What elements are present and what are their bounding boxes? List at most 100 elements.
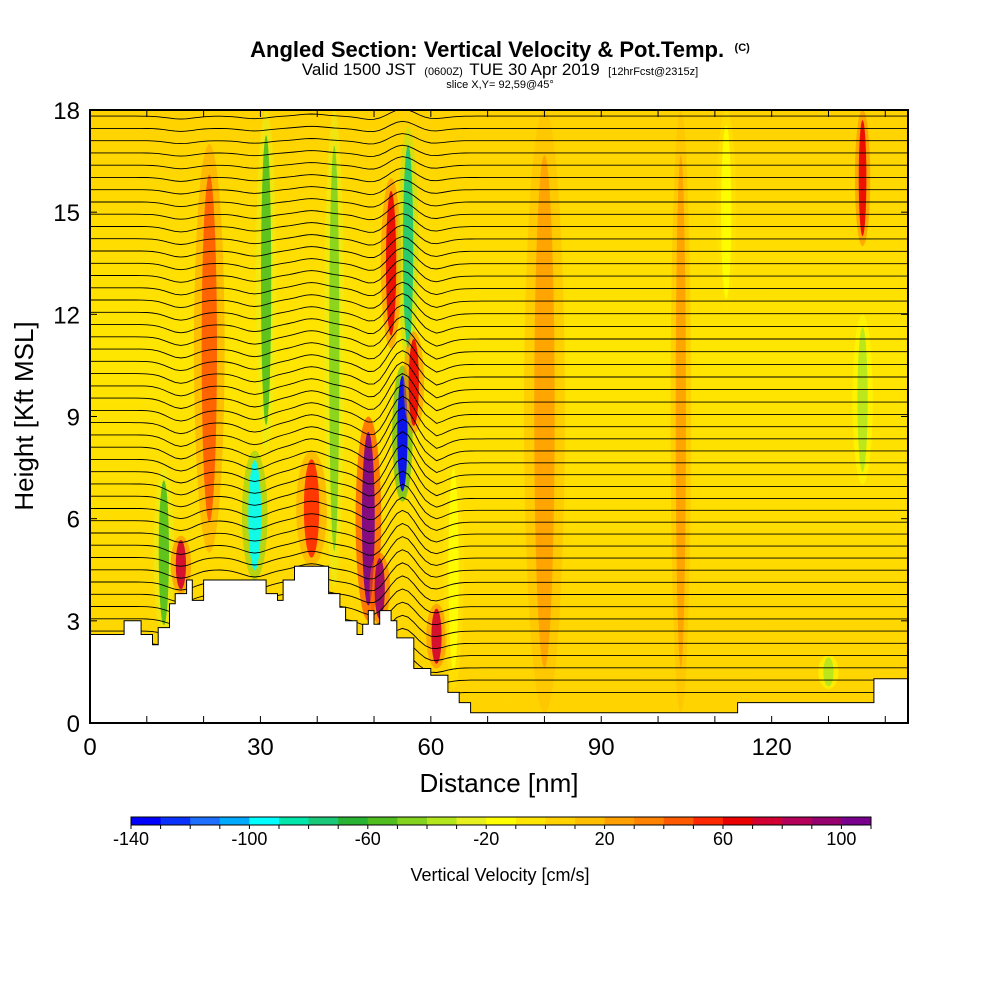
isentrope-line [90, 536, 908, 568]
colorbar-swatch [782, 817, 813, 825]
x-tick-label: 90 [588, 734, 615, 761]
isentrope-line [90, 156, 908, 170]
chart-subtitle: Valid 1500 JST (0600Z) TUE 30 Apr 2019 [… [302, 60, 698, 79]
colorbar-swatch [190, 817, 221, 825]
colorbar-swatch [515, 817, 546, 825]
x-axis-label: Distance [nm] [420, 768, 579, 798]
colorbar-swatch [604, 817, 635, 825]
colorbar-swatch [456, 817, 487, 825]
potential-temperature-contours [90, 110, 908, 699]
colorbar-tick-label: -60 [355, 829, 381, 849]
isentrope-line [90, 509, 908, 544]
y-tick-label: 0 [67, 711, 80, 738]
velocity-feature [857, 327, 868, 472]
isentrope-line [90, 384, 908, 424]
colorbar: -140 -100 -60 -20 20 60 100 [113, 816, 872, 849]
isentrope-line [90, 444, 908, 485]
velocity-feature [175, 540, 187, 590]
colorbar-swatch [160, 817, 191, 825]
colorbar-label: Vertical Velocity [cm/s] [410, 865, 589, 885]
velocity-feature [158, 480, 169, 626]
colorbar-tick-label: 100 [826, 829, 856, 849]
y-tick-label: 12 [53, 302, 80, 329]
velocity-feature [858, 120, 867, 237]
colorbar-swatch [723, 817, 754, 825]
velocity-feature [374, 558, 385, 619]
title-block: Angled Section: Vertical Velocity & Pot.… [250, 37, 750, 91]
isentrope-line [90, 483, 908, 521]
isentrope-line [90, 201, 908, 221]
y-tick-label: 18 [53, 98, 80, 125]
velocity-feature [823, 657, 834, 687]
isentrope-line [90, 457, 908, 497]
chart-title: Angled Section: Vertical Velocity & Pot.… [250, 37, 750, 62]
colorbar-swatch [634, 817, 665, 825]
x-axis: 0 30 60 90 120 [83, 110, 886, 761]
velocity-feature [534, 155, 555, 668]
colorbar-swatch [219, 817, 250, 825]
isentrope-line [90, 224, 908, 246]
isentrope-line [90, 418, 908, 462]
velocity-feature [408, 339, 419, 426]
x-tick-label: 30 [247, 734, 274, 761]
isentrope-line [90, 361, 908, 399]
isentrope-line [90, 431, 908, 474]
isentrope-line [90, 247, 908, 271]
colorbar-swatch [308, 817, 339, 825]
isentrope-line [90, 190, 908, 208]
vertical-velocity-field [153, 110, 873, 713]
colorbar-tick-label: 60 [713, 829, 733, 849]
colorbar-swatch [338, 817, 369, 825]
colorbar-swatch [249, 817, 280, 825]
colorbar-swatch [811, 817, 842, 825]
isentrope-line [90, 120, 908, 133]
isentrope-line [90, 522, 908, 556]
velocity-feature [329, 145, 340, 552]
velocity-feature [260, 135, 272, 426]
isentrope-line [90, 350, 908, 386]
colorbar-tick-label: -20 [473, 829, 499, 849]
colorbar-swatch [131, 817, 162, 825]
y-axis: 0 3 6 9 12 15 18 [53, 98, 908, 738]
colorbar-swatch [367, 817, 398, 825]
isentrope-line [90, 338, 908, 373]
x-tick-label: 60 [417, 734, 444, 761]
colorbar-swatch [486, 817, 517, 825]
isentrope-line [90, 549, 908, 580]
y-tick-label: 9 [67, 405, 80, 432]
velocity-feature [303, 459, 320, 558]
colorbar-swatch [663, 817, 694, 825]
isentrope-line [90, 327, 908, 360]
isentrope-line [90, 236, 908, 259]
colorbar-swatch [545, 817, 576, 825]
y-tick-label: 6 [67, 507, 80, 534]
colorbar-swatch [427, 817, 458, 825]
isentrope-line [90, 407, 908, 449]
colorbar-swatch [279, 817, 310, 825]
velocity-feature [361, 431, 375, 606]
colorbar-tick-label: 20 [595, 829, 615, 849]
y-tick-label: 15 [53, 200, 80, 227]
velocity-feature [448, 468, 459, 672]
velocity-feature [675, 155, 686, 668]
isentrope-line [90, 213, 908, 233]
isentrope-line [90, 281, 908, 309]
colorbar-swatch [693, 817, 724, 825]
colorbar-swatch [841, 817, 872, 825]
velocity-feature [248, 460, 262, 571]
colorbar-swatch [397, 817, 428, 825]
y-axis-label: Height [Kft MSL] [9, 321, 39, 510]
isentrope-line [90, 470, 908, 509]
colorbar-swatch [752, 817, 783, 825]
slice-label: slice X,Y= 92,59@45° [446, 79, 554, 91]
isentrope-line [90, 315, 908, 347]
x-tick-label: 0 [83, 734, 96, 761]
colorbar-tick-label: -140 [113, 829, 149, 849]
colorbar-tick-label: -100 [231, 829, 267, 849]
isentrope-line [90, 304, 908, 334]
colorbar-frame [130, 816, 872, 826]
plot-area [89, 109, 909, 724]
isentrope-line [90, 133, 908, 145]
isentrope-line [90, 372, 908, 412]
